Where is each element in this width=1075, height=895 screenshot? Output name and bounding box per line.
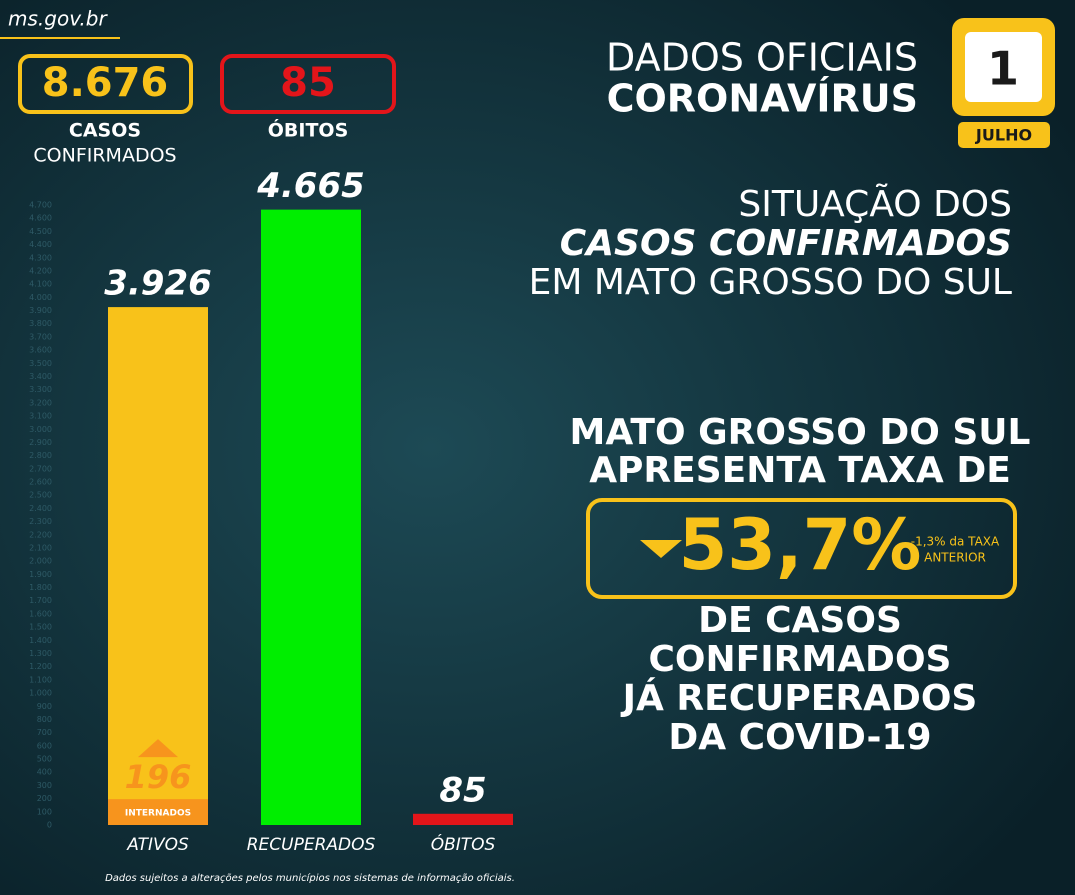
y-tick-label: 4.200 <box>29 266 52 275</box>
rate-box <box>586 498 1017 599</box>
y-tick-label: 1.300 <box>29 649 52 658</box>
y-tick-label: 1.500 <box>29 623 52 632</box>
subtitle: CASOS CONFIRMADOS <box>560 223 1012 264</box>
y-tick-label: 2.400 <box>29 504 52 513</box>
cases-value: 8.676 <box>42 60 169 106</box>
calendar-month: JULHO <box>975 126 1032 145</box>
y-tick-label: 4.700 <box>29 201 52 210</box>
y-tick-label: 0 <box>47 821 52 830</box>
calendar-month-box <box>958 122 1050 148</box>
y-tick-label: 3.200 <box>29 398 52 407</box>
rate-intro: APRESENTA TAXA DE <box>589 450 1011 491</box>
y-tick-label: 1.000 <box>29 689 52 698</box>
cases-box <box>18 54 193 114</box>
rate-change: ANTERIOR <box>924 551 986 565</box>
rate-outro: JÁ RECUPERADOS <box>620 677 978 719</box>
y-tick-label: 600 <box>37 741 52 750</box>
rate-intro: MATO GROSSO DO SUL <box>570 412 1031 453</box>
y-tick-label: 1.200 <box>29 662 52 671</box>
hospitalized-arrow <box>138 739 178 758</box>
y-tick-label: 3.700 <box>29 332 52 341</box>
y-tick-label: 2.000 <box>29 557 52 566</box>
calendar-page <box>965 32 1042 102</box>
x-tick-label: RECUPERADOS <box>247 835 376 855</box>
down-arrow <box>640 540 682 558</box>
y-tick-label: 700 <box>37 728 52 737</box>
rate-outro: DA COVID-19 <box>668 717 931 758</box>
y-tick-label: 2.300 <box>29 517 52 526</box>
y-tick-label: 3.000 <box>29 425 52 434</box>
y-tick-label: 4.600 <box>29 214 52 223</box>
y-tick-label: 400 <box>37 768 52 777</box>
y-tick-label: 900 <box>37 702 52 711</box>
y-tick-label: 2.800 <box>29 451 52 460</box>
y-tick-label: 2.200 <box>29 530 52 539</box>
site: ms.gov.br <box>8 7 108 31</box>
y-tick-label: 1.400 <box>29 636 52 645</box>
y-tick-label: 4.500 <box>29 227 52 236</box>
y-tick-label: 2.500 <box>29 491 52 500</box>
title: DADOS OFICIAIS <box>606 36 918 80</box>
y-tick-label: 3.400 <box>29 372 52 381</box>
y-tick-label: 2.700 <box>29 464 52 473</box>
title: CORONAVÍRUS <box>607 77 918 121</box>
y-tick-label: 500 <box>37 755 52 764</box>
value-label: 3.926 <box>104 264 212 304</box>
value-label: 85 <box>439 770 486 810</box>
y-tick-label: 3.600 <box>29 346 52 355</box>
y-tick-label: 2.100 <box>29 543 52 552</box>
x-tick-label: ÓBITOS <box>431 833 496 855</box>
y-tick-label: 4.100 <box>29 280 52 289</box>
bar <box>413 813 513 825</box>
y-tick-label: 800 <box>37 715 52 724</box>
y-tick-label: 4.400 <box>29 240 52 249</box>
hospitalized-value: 196 <box>125 758 192 796</box>
rate-value: 53,7% <box>679 504 922 586</box>
deaths-label: ÓBITOS <box>268 118 349 142</box>
y-tick-label: 3.500 <box>29 359 52 368</box>
y-tick-label: 3.300 <box>29 385 52 394</box>
deaths-box <box>220 54 396 114</box>
y-tick-label: 1.100 <box>29 675 52 684</box>
deaths-value: 85 <box>280 60 336 106</box>
y-tick-label: 1.600 <box>29 609 52 618</box>
cases-label: CONFIRMADOS <box>33 145 176 167</box>
y-tick-label: 3.900 <box>29 306 52 315</box>
subtitle: SITUAÇÃO DOS <box>738 183 1012 225</box>
calendar-day: 1 <box>987 42 1019 96</box>
y-tick-label: 4.000 <box>29 293 52 302</box>
y-tick-label: 2.600 <box>29 478 52 487</box>
y-tick-label: 1.800 <box>29 583 52 592</box>
y-tick-label: 4.300 <box>29 253 52 262</box>
hospitalized-caption: INTERNADOS <box>125 809 191 819</box>
y-tick-label: 100 <box>37 807 52 816</box>
y-tick-label: 2.900 <box>29 438 52 447</box>
bar-chart: 0 100 200 300 400 500 600 700 800 900 1.000 1.100 1.… <box>29 166 513 855</box>
rate-outro: CONFIRMADOS <box>649 639 952 680</box>
y-tick-label: 200 <box>37 794 52 803</box>
subtitle: EM MATO GROSSO DO SUL <box>529 262 1012 303</box>
y-tick-label: 3.800 <box>29 319 52 328</box>
cases-label: CASOS <box>69 120 141 142</box>
y-tick-label: 300 <box>37 781 52 790</box>
y-tick-label: 1.700 <box>29 596 52 605</box>
bar <box>261 209 361 826</box>
x-tick-label: ATIVOS <box>126 835 189 855</box>
y-tick-label: 1.900 <box>29 570 52 579</box>
rate-change: -1,3% da TAXA <box>911 535 1000 549</box>
footnote: Dados sujeitos a alterações pelos municí… <box>105 872 515 884</box>
bar <box>108 307 208 825</box>
hospitalized-bar <box>108 799 208 825</box>
rate-outro: DE CASOS <box>698 600 902 641</box>
y-tick-label: 3.100 <box>29 412 52 421</box>
value-label: 4.665 <box>256 166 365 206</box>
